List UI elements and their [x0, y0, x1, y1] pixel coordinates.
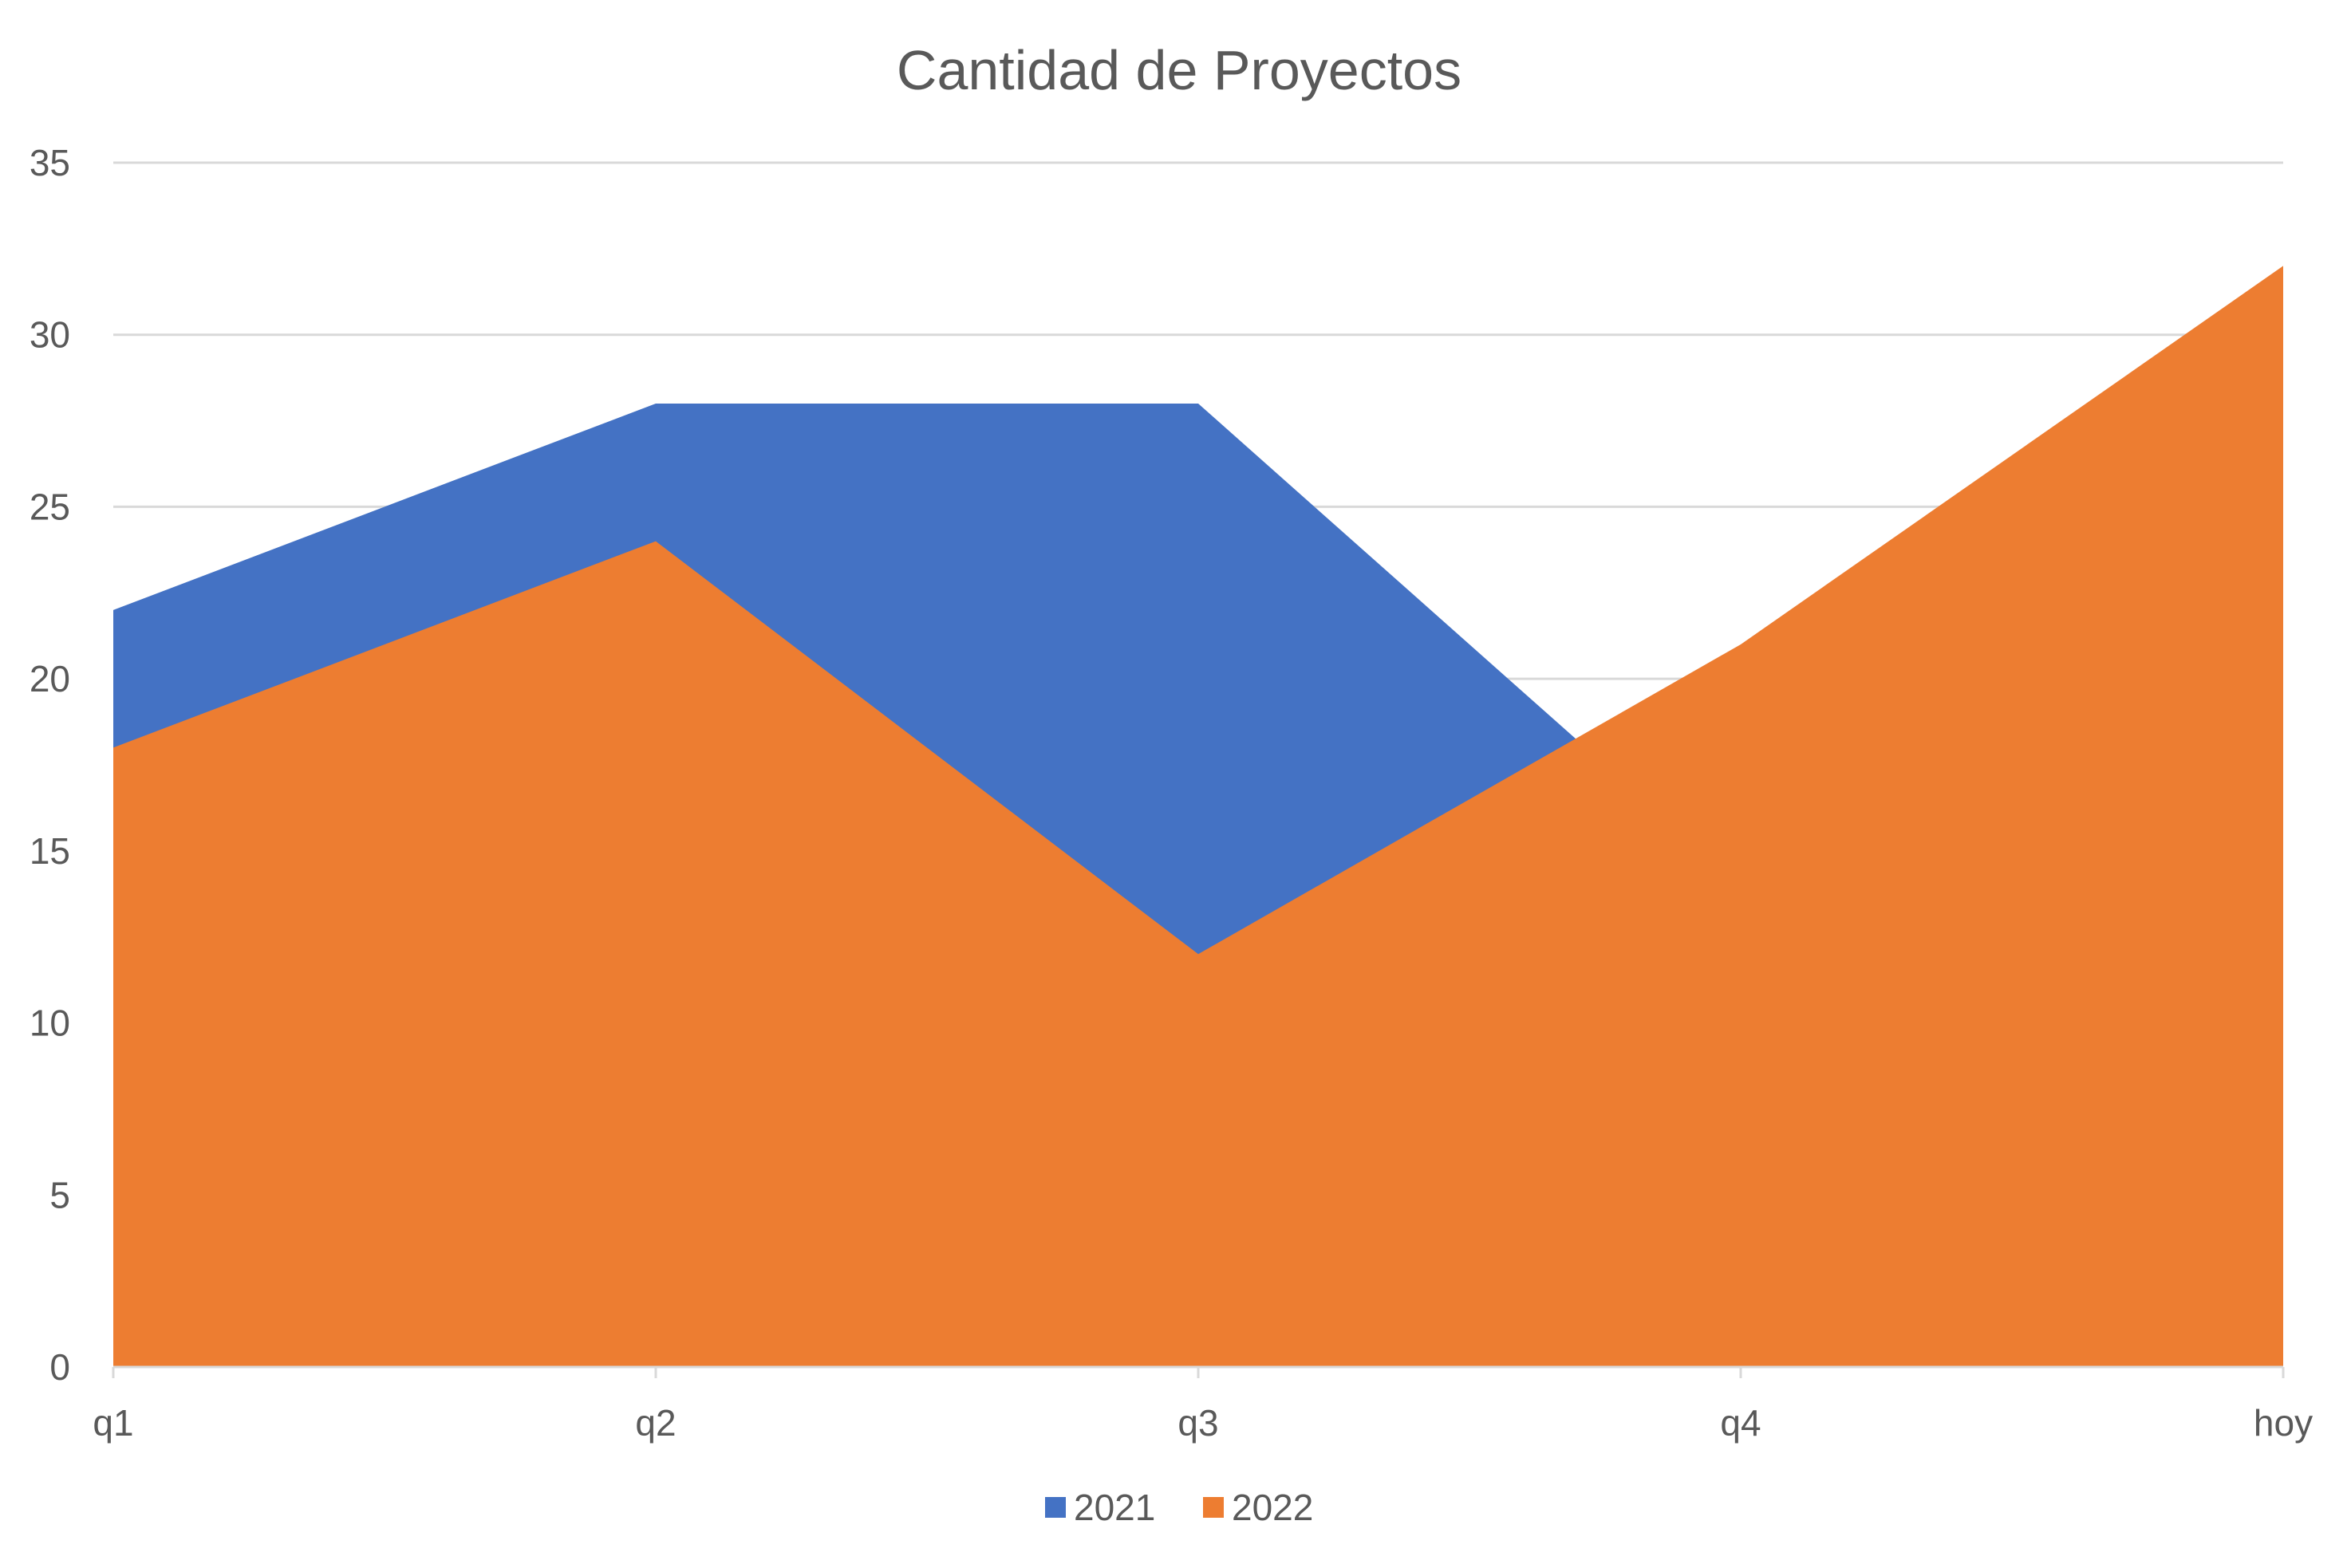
y-tick-label: 20	[30, 658, 70, 699]
legend-swatch-2022	[1203, 1497, 1224, 1518]
legend-label-2021: 2021	[1074, 1487, 1155, 1528]
x-tick-label: hoy	[2254, 1402, 2313, 1444]
x-tick-label: q4	[1720, 1402, 1761, 1444]
x-tick-label: q2	[635, 1402, 676, 1444]
y-tick-label: 10	[30, 1003, 70, 1044]
y-tick-label: 25	[30, 486, 70, 527]
legend: 2021 2022	[1045, 1487, 1313, 1528]
y-tick-label: 35	[30, 142, 70, 183]
x-tick-label: q3	[1177, 1402, 1218, 1444]
axes: 0 5 10 15 20 25 30 35 q1 q2 q3 q4 hoy	[30, 142, 2313, 1444]
y-tick-label: 0	[49, 1346, 70, 1388]
legend-label-2022: 2022	[1232, 1487, 1313, 1528]
x-tick-label: q1	[93, 1402, 133, 1444]
legend-swatch-2021	[1045, 1497, 1066, 1518]
plot-area	[113, 266, 2283, 1367]
y-tick-label: 15	[30, 830, 70, 872]
chart-title: Cantidad de Proyectos	[897, 39, 1461, 101]
area-series-2022	[113, 266, 2283, 1367]
y-tick-label: 5	[49, 1174, 70, 1215]
y-tick-label: 30	[30, 314, 70, 356]
